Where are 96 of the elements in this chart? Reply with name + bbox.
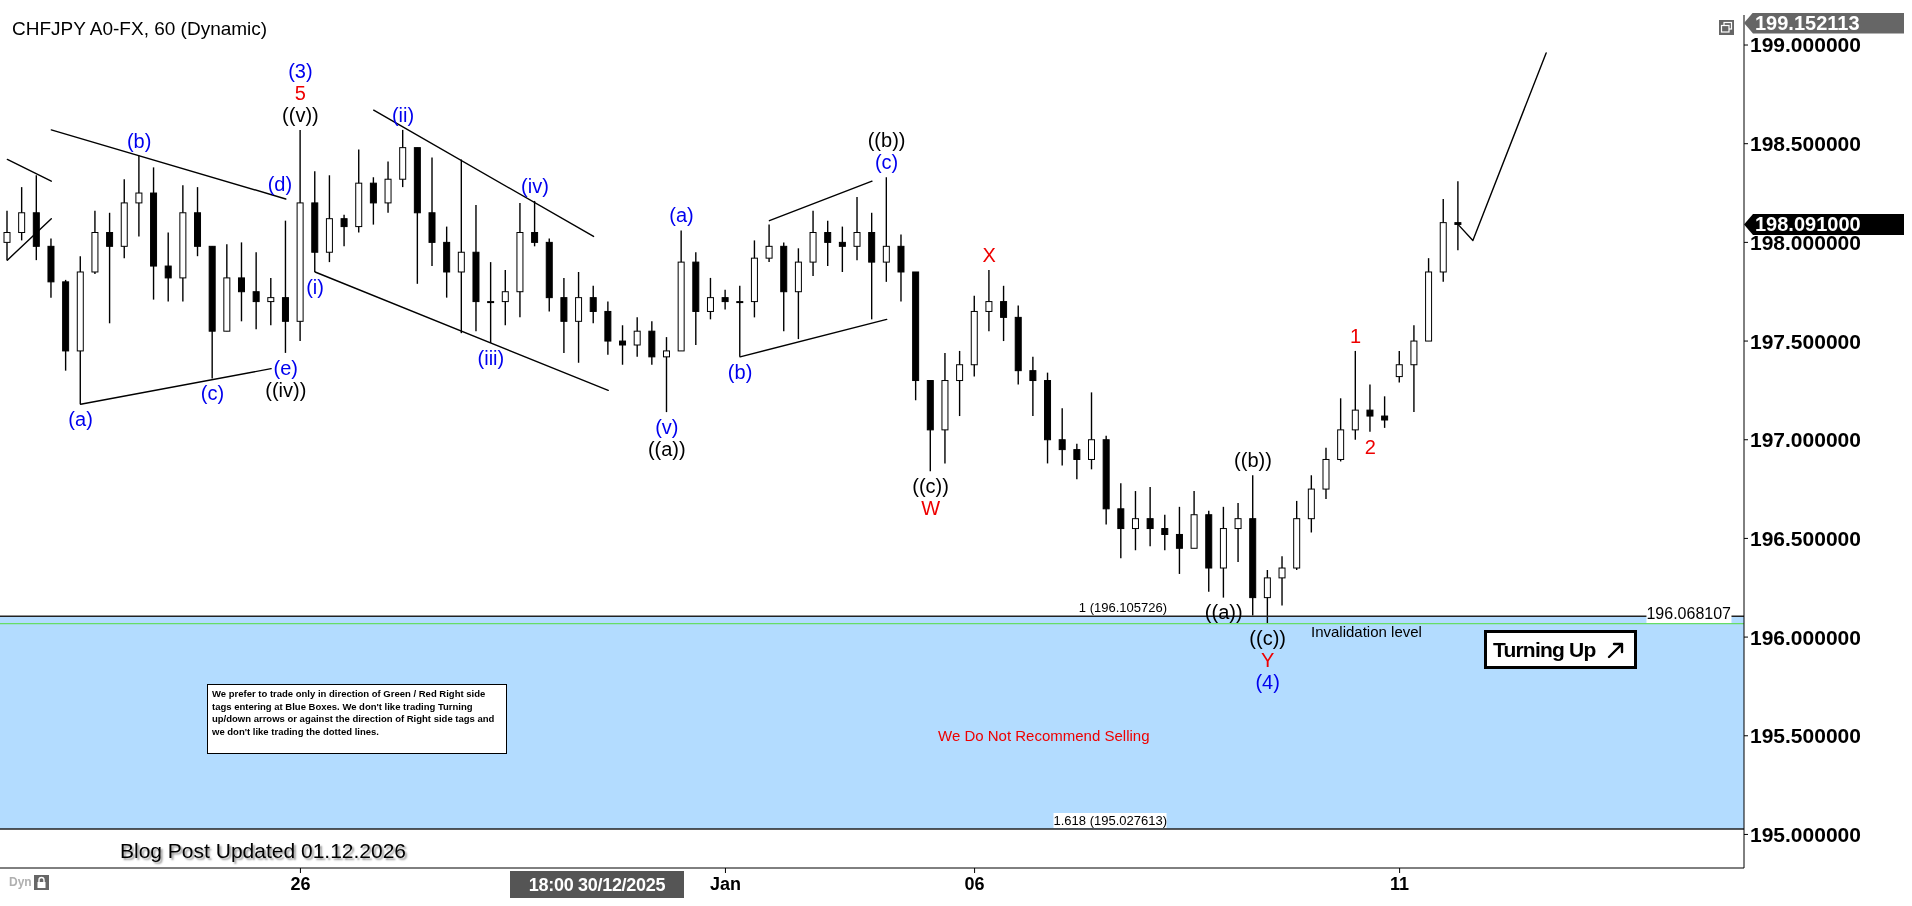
candlestick xyxy=(589,285,597,324)
y-tick-label: 198.500000 xyxy=(1750,132,1861,156)
annotation: Blog Post Updated 01.12.2026 xyxy=(120,838,407,864)
annotation: (a) xyxy=(68,408,93,430)
annotation: (e) xyxy=(273,356,299,379)
annotation: W xyxy=(921,497,941,520)
annotation: (4) xyxy=(1255,671,1280,693)
candlestick xyxy=(882,176,890,283)
annotation: ((iv)) xyxy=(265,378,307,401)
candlestick xyxy=(164,231,172,303)
candlestick xyxy=(853,196,861,261)
annotation: (iv) xyxy=(521,174,549,197)
ref-line-label: 1.618 (195.027613) xyxy=(1053,812,1167,828)
candlestick xyxy=(1234,502,1242,563)
candlestick xyxy=(1161,514,1169,551)
x-tick-label: 26 xyxy=(290,874,311,894)
annotation: (v) xyxy=(655,415,679,438)
candlestick xyxy=(1263,569,1271,624)
annotation: ((b)) xyxy=(867,129,906,152)
x-tick-label: 06 xyxy=(964,874,985,894)
y-tick-label: 196.500000 xyxy=(1750,526,1861,550)
annotation: 5 xyxy=(294,81,306,104)
y-tick-label: 196.000000 xyxy=(1750,625,1861,649)
candlestick xyxy=(560,277,568,354)
candlestick xyxy=(1029,356,1037,417)
ref-line-label: 1 (196.105726) xyxy=(1078,600,1167,616)
candlestick xyxy=(1073,442,1081,480)
candlestick xyxy=(340,214,348,248)
annotation: Y xyxy=(1261,649,1275,671)
annotation: ((c)) xyxy=(912,475,949,498)
candlestick xyxy=(838,225,846,273)
candlestick xyxy=(706,277,714,321)
candlestick xyxy=(575,271,583,364)
annotation: We Do Not Recommend Selling xyxy=(938,727,1150,745)
annotation: (c) xyxy=(200,382,225,405)
candlestick xyxy=(1058,407,1066,467)
candlestick xyxy=(633,316,641,358)
candlestick xyxy=(1000,285,1008,342)
ref-line-label: 196.068107 xyxy=(1646,604,1731,623)
candlestick xyxy=(1175,506,1183,575)
candlestick xyxy=(985,269,993,332)
annotation: (ii) xyxy=(391,103,415,126)
candlestick xyxy=(1117,482,1125,559)
annotation: 2 xyxy=(1364,435,1376,458)
candlestick xyxy=(18,186,26,242)
y-tick-label: 199.000000 xyxy=(1750,33,1861,57)
candlestick xyxy=(619,324,627,366)
annotation: ((b)) xyxy=(1234,449,1272,472)
annotation: We prefer to trade only in direction of Green / Red Right side tags entering at Blue Boxes. We don't like trading Turning up/down arrows or against the direction of Right side tags and we don't like trading the dotted lines. xyxy=(212,688,496,738)
candlestick xyxy=(1366,383,1374,433)
candlestick xyxy=(1278,555,1286,607)
x-tick-label: Jan xyxy=(709,874,741,894)
y-tick-label: 195.000000 xyxy=(1750,822,1861,846)
annotation: ((v)) xyxy=(282,103,319,126)
annotation: (iii) xyxy=(477,346,505,369)
candlestick xyxy=(663,336,670,413)
candlestick xyxy=(956,350,964,417)
annotation: ((a)) xyxy=(647,437,686,460)
chart-title: CHFJPY A0-FX, 60 (Dynamic) xyxy=(12,18,268,40)
y-tick-label: 195.500000 xyxy=(1750,724,1861,748)
candlestick xyxy=(252,251,260,330)
candlestick xyxy=(765,223,773,263)
candlestick xyxy=(721,289,729,311)
candlestick xyxy=(1410,324,1418,413)
annotation: (a) xyxy=(669,204,694,227)
candlestick xyxy=(1088,391,1095,471)
text: 199.152113 xyxy=(1755,11,1860,34)
annotation: (i) xyxy=(306,275,324,298)
annotation: X xyxy=(982,243,996,266)
candlestick xyxy=(1351,350,1359,441)
text: 18:00 30/12/2025 xyxy=(528,874,666,895)
candlestick xyxy=(501,269,509,326)
candlestick xyxy=(1395,350,1403,384)
y-tick-label: 197.000000 xyxy=(1750,428,1861,452)
candlestick xyxy=(281,219,289,354)
candlestick xyxy=(384,160,392,214)
annotation: (c) xyxy=(874,151,899,174)
annotation: Invalidation level xyxy=(1311,623,1422,641)
annotation: 1 xyxy=(1350,324,1362,347)
annotation: Turning Up xyxy=(1493,637,1596,662)
y-tick-label: 197.500000 xyxy=(1750,329,1861,353)
candlestick xyxy=(237,241,245,323)
candlestick xyxy=(267,277,275,326)
candlestick xyxy=(824,219,832,267)
candlestick xyxy=(1381,395,1389,429)
x-tick-label: 11 xyxy=(1390,874,1410,894)
candlestick xyxy=(369,176,377,226)
candlestick xyxy=(1146,486,1154,548)
annotation: (b) xyxy=(126,129,152,152)
candlestick xyxy=(106,212,114,324)
annotation: (b) xyxy=(727,360,753,383)
annotation: (3) xyxy=(288,59,313,82)
annotation: ((c)) xyxy=(1249,627,1287,649)
text: Dyn xyxy=(9,875,32,890)
candlestick xyxy=(1131,490,1139,551)
annotation: (d) xyxy=(267,172,293,195)
